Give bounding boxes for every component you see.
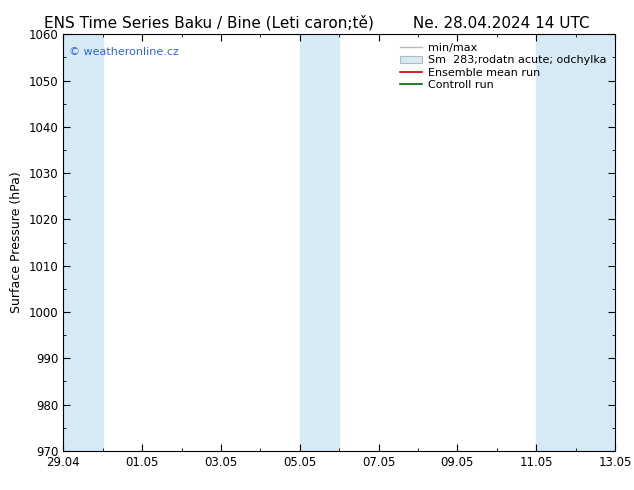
Bar (63, 34, 103, 451)
Text: ENS Time Series Baku / Bine (Leti caron;tě)        Ne. 28.04.2024 14 UTC: ENS Time Series Baku / Bine (Leti caron;… (44, 15, 590, 30)
Text: © weatheronline.cz: © weatheronline.cz (69, 47, 179, 57)
Legend: min/max, Sm  283;rodatn acute; odchylka, Ensemble mean run, Controll run: min/max, Sm 283;rodatn acute; odchylka, … (396, 40, 609, 93)
Bar (536, 34, 615, 451)
Bar (300, 34, 339, 451)
Y-axis label: Surface Pressure (hPa): Surface Pressure (hPa) (10, 172, 23, 314)
